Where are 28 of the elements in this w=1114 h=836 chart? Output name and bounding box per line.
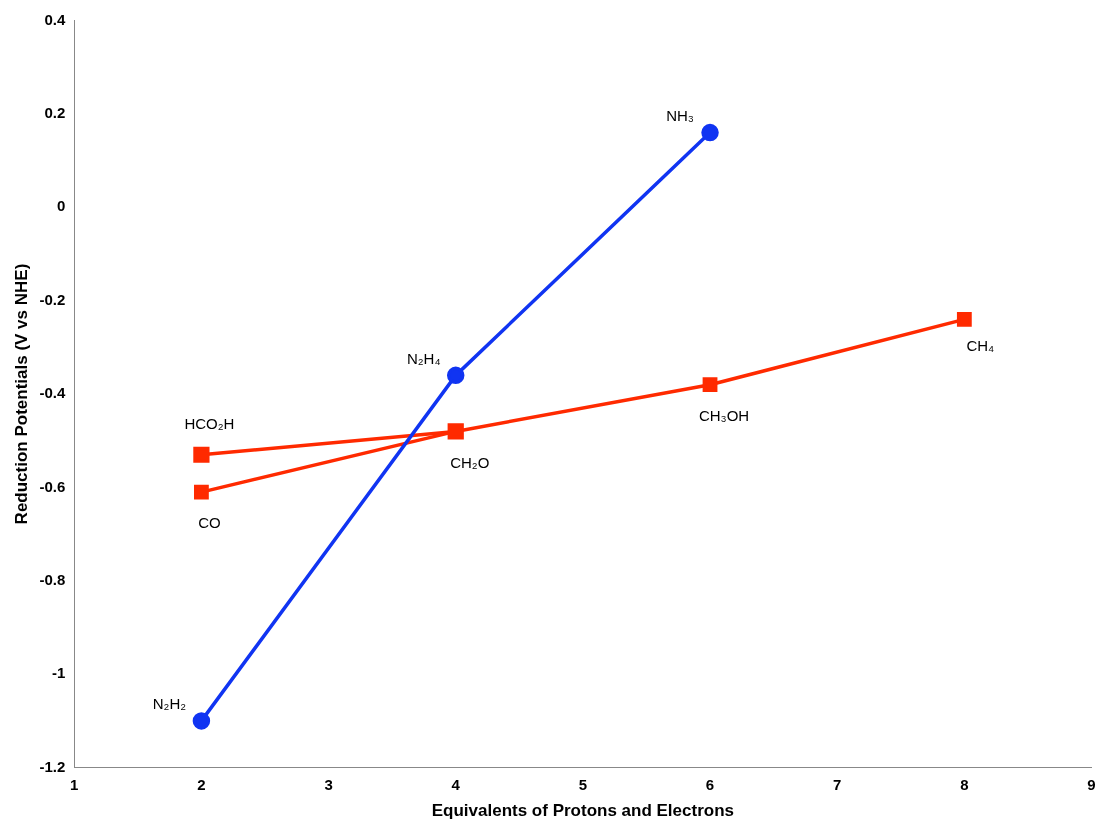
- x-tick-label: 9: [1087, 775, 1096, 793]
- x-tick-label: 7: [833, 775, 842, 793]
- y-tick-label: -0.6: [39, 477, 66, 495]
- annotation: CO: [198, 514, 221, 532]
- y-axis-title: Reduction Potentials (V vs NHE): [11, 263, 31, 525]
- annotation: CH₃OH: [698, 406, 750, 424]
- x-tick-label: 3: [324, 775, 333, 793]
- y-tick-label: -0.2: [39, 290, 66, 308]
- annotation: HCO₂H: [184, 414, 235, 432]
- y-tick-label: -1: [51, 664, 66, 682]
- x-tick-label: 6: [705, 775, 715, 793]
- x-tick-label: 2: [197, 775, 206, 793]
- annotation: N₂H₄: [406, 349, 441, 367]
- annotation: NH₃: [666, 106, 694, 124]
- x-tick-label: 5: [578, 775, 588, 793]
- x-tick-label: 1: [70, 775, 79, 793]
- y-tick-label: -1.2: [39, 757, 66, 775]
- y-tick-label: -0.8: [39, 570, 66, 588]
- y-tick-label: 0: [56, 197, 66, 215]
- annotation: CH₂O: [450, 453, 490, 471]
- y-tick-label: -0.4: [39, 384, 66, 402]
- x-axis-title: Equivalents of Protons and Electrons: [431, 801, 735, 821]
- y-tick-label: 0.4: [44, 10, 66, 28]
- x-tick-label: 8: [960, 775, 969, 793]
- annotation: CH₄: [966, 337, 995, 355]
- x-tick-label: 4: [451, 775, 461, 793]
- y-tick-label: 0.2: [44, 104, 66, 122]
- annotation: N₂H₂: [152, 695, 187, 713]
